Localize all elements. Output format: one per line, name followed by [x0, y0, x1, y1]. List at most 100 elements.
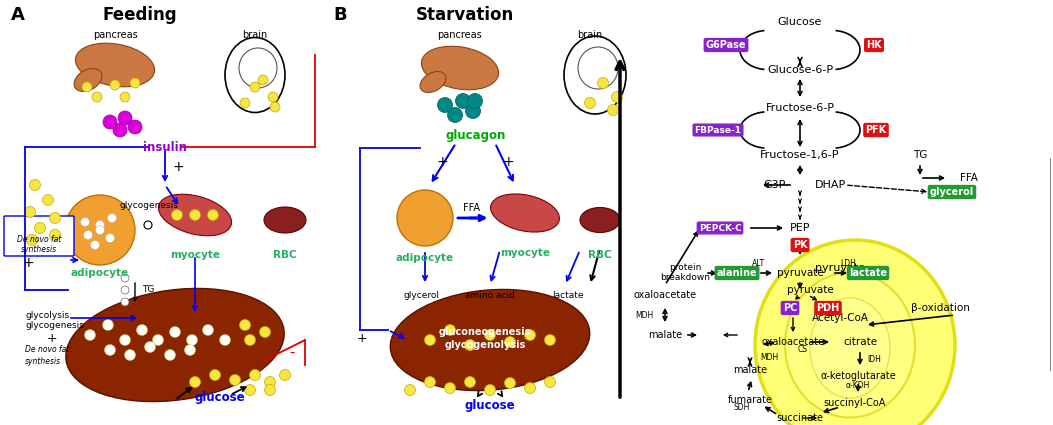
Circle shape [219, 334, 231, 346]
Circle shape [82, 82, 92, 92]
Text: Glucose: Glucose [778, 17, 822, 27]
Circle shape [210, 369, 220, 380]
Circle shape [504, 337, 516, 348]
Circle shape [437, 97, 453, 113]
Text: PEP: PEP [790, 223, 810, 233]
Text: myocyte: myocyte [170, 250, 220, 260]
Text: ALT: ALT [752, 258, 764, 267]
Circle shape [35, 223, 45, 233]
Ellipse shape [76, 43, 155, 87]
Circle shape [29, 179, 40, 190]
Ellipse shape [491, 194, 559, 232]
Text: insulin: insulin [143, 141, 187, 153]
Circle shape [524, 382, 536, 394]
Circle shape [404, 385, 416, 396]
Circle shape [83, 230, 93, 240]
Text: +: + [22, 256, 34, 270]
Text: pancreas: pancreas [438, 30, 482, 40]
Circle shape [250, 82, 260, 92]
Circle shape [207, 210, 219, 221]
Circle shape [544, 334, 556, 346]
Text: synthesis: synthesis [21, 244, 57, 253]
Circle shape [104, 345, 116, 355]
Text: citrate: citrate [843, 337, 877, 347]
Circle shape [424, 377, 436, 388]
Text: MDH: MDH [760, 354, 778, 363]
Circle shape [170, 326, 180, 337]
Text: De novo fat: De novo fat [25, 346, 69, 354]
Circle shape [84, 329, 96, 340]
Text: lactate: lactate [552, 292, 583, 300]
Circle shape [270, 102, 280, 112]
Text: glucose: glucose [195, 391, 245, 405]
Text: Feeding: Feeding [103, 6, 177, 24]
Circle shape [26, 235, 38, 246]
Circle shape [250, 369, 260, 380]
Text: lactate: lactate [849, 268, 887, 278]
Text: fumarate: fumarate [728, 395, 773, 405]
Text: amino acid: amino acid [465, 292, 515, 300]
Ellipse shape [65, 289, 284, 402]
Text: synthesis: synthesis [25, 357, 61, 366]
Text: adipocyte: adipocyte [396, 253, 454, 263]
Circle shape [544, 377, 556, 388]
Text: pyruvate: pyruvate [815, 263, 866, 273]
Text: FFA: FFA [463, 203, 480, 213]
Ellipse shape [784, 272, 915, 417]
Text: glycogenolysis: glycogenolysis [444, 340, 525, 350]
Circle shape [164, 349, 176, 360]
Circle shape [484, 385, 496, 396]
Circle shape [444, 325, 456, 335]
Circle shape [230, 374, 240, 385]
Circle shape [42, 195, 54, 206]
Text: adipocyte: adipocyte [71, 268, 130, 278]
Circle shape [239, 320, 251, 331]
Text: CS: CS [798, 346, 808, 354]
Text: glucose: glucose [464, 400, 515, 413]
Text: pancreas: pancreas [93, 30, 137, 40]
Text: -: - [290, 345, 295, 360]
Circle shape [597, 77, 609, 88]
Text: oxaloacetate: oxaloacetate [634, 290, 697, 300]
Circle shape [186, 334, 198, 346]
Text: FBPase-1: FBPase-1 [695, 125, 741, 134]
Text: LDH: LDH [840, 258, 856, 267]
Circle shape [264, 377, 276, 388]
Circle shape [121, 274, 130, 282]
Text: PC: PC [782, 303, 797, 313]
Circle shape [121, 298, 130, 306]
Text: breakdown: breakdown [660, 274, 710, 283]
Text: TG: TG [913, 150, 928, 160]
Circle shape [244, 334, 256, 346]
Text: PEPCK-C: PEPCK-C [699, 224, 741, 232]
Circle shape [484, 329, 496, 340]
Circle shape [524, 329, 536, 340]
Circle shape [91, 241, 99, 249]
Circle shape [144, 342, 156, 352]
Circle shape [153, 334, 163, 346]
Text: Starvation: Starvation [416, 6, 514, 24]
Circle shape [244, 385, 256, 396]
Text: IDH: IDH [867, 355, 881, 365]
Circle shape [448, 108, 462, 122]
Circle shape [172, 210, 182, 221]
Text: pyruvate: pyruvate [787, 285, 833, 295]
Circle shape [65, 195, 135, 265]
Text: glucagon: glucagon [445, 128, 506, 142]
Text: PK: PK [793, 240, 808, 250]
Text: α-ketoglutarate: α-ketoglutarate [820, 371, 896, 381]
Circle shape [119, 334, 131, 346]
Circle shape [397, 190, 453, 246]
Circle shape [468, 94, 482, 108]
Text: succinyl-CoA: succinyl-CoA [823, 398, 887, 408]
Ellipse shape [391, 289, 590, 391]
Circle shape [24, 207, 36, 218]
Text: +: + [357, 332, 367, 345]
Circle shape [190, 377, 200, 388]
Text: DHAP: DHAP [814, 180, 846, 190]
Circle shape [124, 349, 136, 360]
Text: myocyte: myocyte [500, 248, 550, 258]
Text: A: A [12, 6, 25, 24]
Text: malate: malate [648, 330, 682, 340]
FancyBboxPatch shape [4, 216, 74, 256]
